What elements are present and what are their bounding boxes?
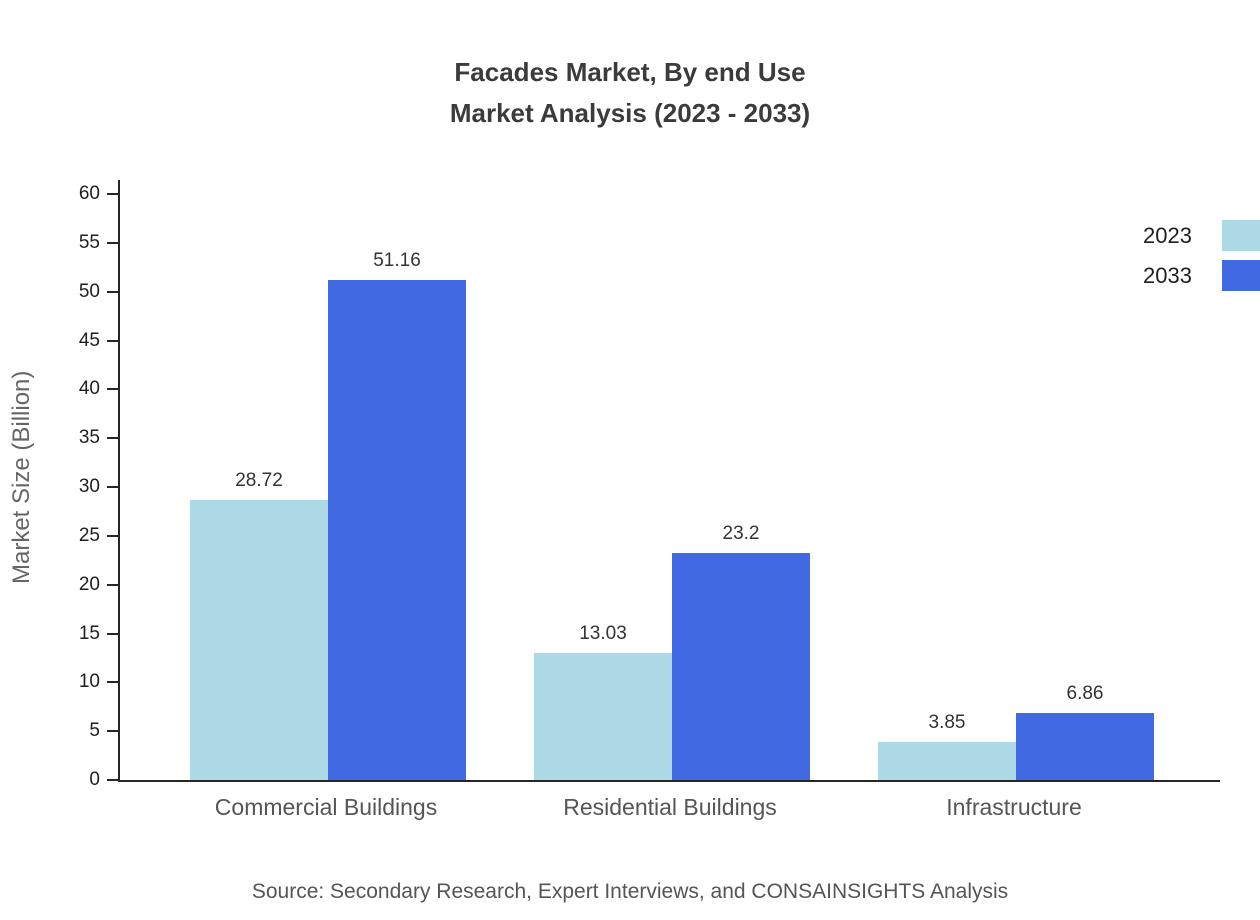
legend-item-2023: 2023 [1143, 220, 1260, 251]
y-tick-label: 10 [78, 671, 100, 693]
y-tick-label: 15 [78, 622, 100, 644]
chart-title-line-1: Facades Market, By end Use [454, 57, 806, 87]
legend-swatch-2033 [1222, 260, 1260, 291]
chart-title: Facades Market, By end Use Market Analys… [0, 52, 1260, 134]
y-tick-mark [107, 241, 119, 244]
bar-value-label-2033-residential-buildings: 23.2 [722, 523, 760, 545]
source-note: Source: Secondary Research, Expert Inter… [251, 880, 1009, 903]
y-tick-label: 20 [78, 573, 100, 595]
y-tick-label: 25 [78, 524, 100, 546]
y-tick-mark [107, 486, 119, 488]
y-tick-label: 35 [78, 427, 100, 449]
y-tick-label: 30 [78, 476, 100, 497]
chart-title-line-2: Market Analysis (2023 - 2033) [449, 98, 811, 128]
y-tick-mark [107, 193, 119, 195]
bar-2033-commercial-buildings [328, 280, 466, 780]
y-tick-mark [107, 681, 119, 684]
bar-value-label-2033-commercial-buildings: 51.16 [373, 250, 421, 272]
x-axis-labels: Commercial Buildings Residential Building… [118, 794, 1220, 824]
y-tick-mark [107, 779, 119, 781]
bar-value-label-2033-infrastructure: 6.86 [1066, 683, 1104, 705]
y-tick-label: 55 [78, 231, 100, 253]
y-tick-mark [107, 632, 119, 635]
bar-2033-residential-buildings [672, 553, 810, 780]
x-category-label-commercial-buildings: Commercial Buildings [214, 794, 438, 820]
y-tick-mark [107, 534, 119, 537]
y-tick-label: 45 [78, 329, 100, 351]
bar-value-label-2023-infrastructure: 3.85 [928, 712, 966, 734]
y-tick-mark [107, 730, 119, 733]
x-category-label-residential-buildings: Residential Buildings [563, 794, 777, 820]
y-tick-label: 60 [78, 183, 100, 204]
y-tick-mark [107, 583, 119, 586]
legend-label-2033: 2033 [1143, 262, 1192, 288]
y-tick-label: 50 [78, 280, 100, 302]
y-tick-mark [107, 437, 119, 440]
legend-item-2033: 2033 [1143, 260, 1260, 291]
y-tick-mark [107, 388, 119, 391]
legend: 2023 2033 [1143, 220, 1260, 300]
bar-2023-infrastructure [878, 742, 1016, 780]
y-tick-label: 0 [89, 769, 100, 790]
y-tick-mark [107, 290, 119, 293]
y-tick-label: 5 [89, 720, 100, 742]
bar-2023-commercial-buildings [190, 499, 328, 780]
legend-swatch-2023 [1222, 220, 1260, 251]
plot-area: 0 5 10 15 20 25 30 35 40 45 50 55 60 28.72 51.16 13.03 2… [79, 180, 1220, 790]
x-category-label-infrastructure: Infrastructure [946, 794, 1082, 820]
legend-label-2023: 2023 [1143, 222, 1192, 248]
y-tick-label: 40 [78, 378, 100, 400]
y-axis-title: Market Size (Billion) [8, 370, 35, 584]
bar-2033-infrastructure [1016, 713, 1154, 780]
y-tick-mark [107, 339, 119, 342]
bar-2023-residential-buildings [534, 652, 672, 780]
bar-value-label-2023-commercial-buildings: 28.72 [235, 469, 283, 491]
bar-value-label-2023-residential-buildings: 13.03 [579, 622, 627, 644]
